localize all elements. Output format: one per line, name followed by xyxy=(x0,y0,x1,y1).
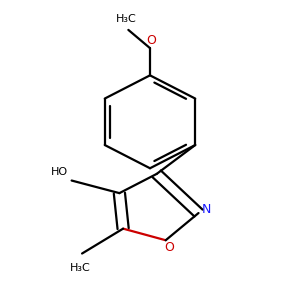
Text: H₃C: H₃C xyxy=(116,14,137,24)
Text: O: O xyxy=(146,34,156,47)
Text: H₃C: H₃C xyxy=(70,263,91,273)
Text: N: N xyxy=(202,203,211,216)
Text: O: O xyxy=(164,241,174,254)
Text: HO: HO xyxy=(51,167,68,177)
